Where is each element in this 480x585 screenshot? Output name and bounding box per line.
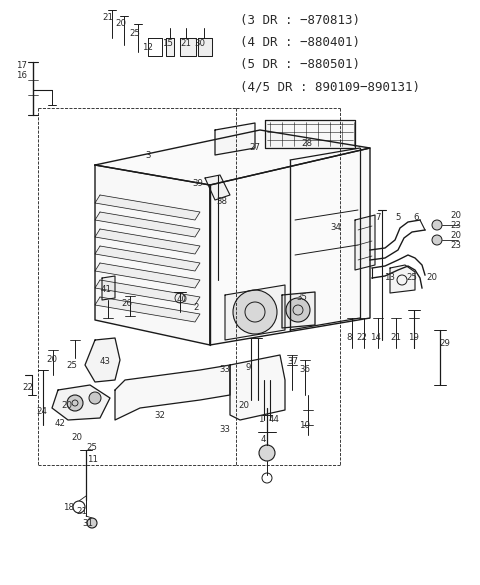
Polygon shape	[225, 285, 285, 340]
Text: 23: 23	[451, 222, 461, 230]
Text: 26: 26	[121, 298, 132, 308]
Circle shape	[432, 220, 442, 230]
Polygon shape	[95, 229, 200, 254]
Polygon shape	[180, 38, 196, 56]
Text: 21: 21	[76, 507, 87, 515]
Text: 33: 33	[219, 425, 230, 435]
Text: (5 DR : −880501): (5 DR : −880501)	[240, 58, 360, 71]
Text: 15: 15	[163, 40, 173, 49]
Text: (4/5 DR : 890109−890131): (4/5 DR : 890109−890131)	[240, 80, 420, 93]
Circle shape	[89, 392, 101, 404]
Polygon shape	[95, 130, 370, 185]
Text: 4: 4	[260, 435, 266, 445]
Text: 40: 40	[177, 295, 188, 305]
Text: 14: 14	[371, 332, 382, 342]
Polygon shape	[95, 280, 200, 305]
Circle shape	[432, 235, 442, 245]
Text: 12: 12	[143, 43, 154, 51]
Text: 21: 21	[180, 40, 192, 49]
Polygon shape	[230, 355, 285, 420]
Circle shape	[286, 298, 310, 322]
Text: 1: 1	[258, 415, 264, 425]
Polygon shape	[265, 120, 355, 148]
Text: 27: 27	[250, 143, 261, 152]
Text: 20: 20	[239, 401, 250, 409]
Text: 29: 29	[440, 339, 450, 347]
Text: 18: 18	[63, 504, 74, 512]
Polygon shape	[198, 38, 212, 56]
Circle shape	[259, 445, 275, 461]
Text: 6: 6	[413, 214, 419, 222]
Text: 42: 42	[55, 419, 65, 428]
Text: 28: 28	[301, 139, 312, 147]
Text: 20: 20	[47, 356, 58, 364]
Text: 33: 33	[219, 366, 230, 374]
Text: 25: 25	[86, 442, 97, 452]
Text: 25: 25	[130, 29, 141, 37]
Text: 19: 19	[408, 332, 419, 342]
Text: 21: 21	[391, 332, 401, 342]
Text: 32: 32	[155, 411, 166, 419]
Text: (3 DR : −870813): (3 DR : −870813)	[240, 14, 360, 27]
Text: 37: 37	[288, 357, 299, 366]
Polygon shape	[95, 212, 200, 237]
Text: 20: 20	[61, 401, 72, 409]
Text: 44: 44	[268, 415, 279, 425]
Text: 20: 20	[451, 212, 461, 221]
Text: 13: 13	[384, 274, 396, 283]
Text: 16: 16	[16, 71, 27, 81]
Text: 23: 23	[451, 242, 461, 250]
Text: 43: 43	[99, 357, 110, 366]
Polygon shape	[102, 276, 115, 300]
Text: 25: 25	[407, 274, 418, 283]
Polygon shape	[85, 338, 120, 382]
Text: 20: 20	[427, 274, 437, 283]
Text: 30: 30	[194, 40, 205, 49]
Text: 38: 38	[216, 198, 228, 207]
Text: 3: 3	[145, 150, 151, 160]
Polygon shape	[282, 292, 315, 328]
Polygon shape	[355, 215, 375, 270]
Text: 22: 22	[23, 384, 34, 393]
Text: 34: 34	[331, 223, 341, 232]
Polygon shape	[95, 297, 200, 322]
Text: 8: 8	[346, 332, 352, 342]
Text: 11: 11	[87, 456, 98, 464]
Text: 17: 17	[16, 61, 27, 71]
Text: 5: 5	[395, 214, 401, 222]
Polygon shape	[390, 265, 415, 293]
Polygon shape	[205, 175, 230, 200]
Circle shape	[87, 518, 97, 528]
Text: 20: 20	[451, 232, 461, 240]
Polygon shape	[115, 365, 230, 420]
Text: 36: 36	[300, 366, 311, 374]
Polygon shape	[210, 148, 370, 345]
Text: 41: 41	[100, 285, 111, 294]
Text: 10: 10	[300, 421, 311, 429]
Circle shape	[67, 395, 83, 411]
Polygon shape	[95, 195, 200, 220]
Text: 7: 7	[375, 214, 381, 222]
Polygon shape	[95, 165, 210, 345]
Text: (4 DR : −880401): (4 DR : −880401)	[240, 36, 360, 49]
Polygon shape	[166, 38, 174, 56]
Text: 9: 9	[245, 363, 251, 371]
Text: 2: 2	[193, 304, 199, 312]
Text: 20: 20	[72, 432, 83, 442]
Polygon shape	[52, 385, 110, 420]
Text: 22: 22	[357, 332, 368, 342]
Polygon shape	[95, 246, 200, 271]
Text: 39: 39	[192, 178, 204, 188]
Text: 31: 31	[83, 518, 94, 528]
Circle shape	[233, 290, 277, 334]
Polygon shape	[95, 263, 200, 288]
Text: 20: 20	[116, 19, 127, 27]
Text: 21: 21	[103, 13, 113, 22]
Text: 35: 35	[297, 294, 308, 302]
Text: 24: 24	[36, 408, 48, 417]
Polygon shape	[215, 123, 255, 155]
Text: 25: 25	[67, 362, 77, 370]
